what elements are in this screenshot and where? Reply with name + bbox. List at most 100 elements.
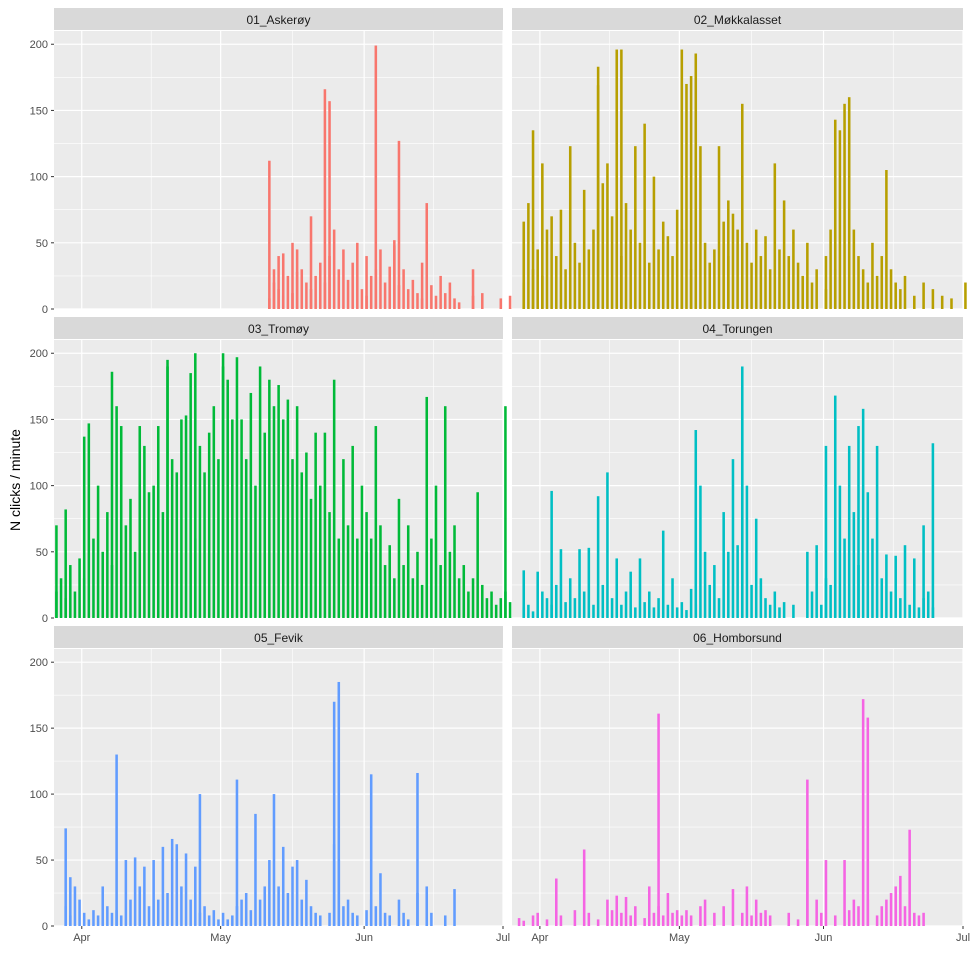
bar — [694, 604, 698, 618]
bar — [129, 899, 132, 926]
bar — [286, 275, 290, 309]
bar — [101, 886, 104, 926]
bar — [638, 242, 642, 309]
bar — [161, 846, 165, 926]
bar — [522, 920, 526, 926]
bar — [852, 899, 856, 926]
bar — [226, 919, 229, 926]
bar — [212, 406, 216, 618]
bar — [92, 910, 95, 926]
bar — [620, 256, 623, 309]
bar — [847, 97, 851, 309]
bar — [281, 295, 285, 309]
bar — [666, 236, 670, 309]
bar — [699, 146, 702, 309]
bar — [499, 598, 503, 618]
bar — [115, 754, 118, 926]
bar — [268, 298, 271, 309]
bar — [471, 269, 475, 309]
bar — [894, 555, 897, 618]
bar — [713, 249, 716, 309]
bar — [871, 538, 874, 618]
bar — [824, 860, 828, 926]
bar — [295, 860, 299, 926]
bar — [175, 844, 179, 926]
bar — [675, 910, 679, 926]
bar — [342, 906, 345, 926]
bar — [221, 912, 225, 926]
bar — [647, 591, 651, 618]
bar — [337, 860, 341, 926]
bar — [685, 910, 688, 926]
bar — [717, 146, 721, 309]
bar — [750, 262, 753, 309]
bar — [499, 298, 503, 309]
bar — [722, 512, 725, 618]
bar — [342, 249, 345, 309]
bar — [680, 602, 684, 618]
bar — [680, 49, 684, 310]
bar — [291, 459, 294, 618]
bar — [894, 886, 897, 926]
bar — [240, 899, 243, 926]
bar — [764, 236, 767, 309]
bar — [564, 602, 567, 618]
bar — [82, 436, 86, 618]
bar — [379, 873, 382, 926]
bar — [703, 551, 707, 618]
bar — [885, 899, 888, 926]
bar — [643, 123, 646, 310]
bar — [531, 130, 535, 309]
bar — [369, 774, 373, 926]
bar — [110, 565, 114, 618]
y-tick-label: 100 — [30, 789, 48, 801]
bar — [217, 919, 220, 926]
bar — [332, 701, 336, 926]
bar — [536, 571, 539, 618]
panel-strip — [512, 626, 963, 648]
bar — [899, 289, 902, 309]
bar — [319, 485, 322, 618]
bar — [634, 906, 637, 926]
bar — [833, 915, 837, 926]
bar — [309, 906, 313, 926]
bar — [782, 200, 786, 309]
bar — [59, 578, 63, 618]
bar — [281, 846, 285, 926]
bar — [64, 906, 67, 926]
bar — [481, 293, 484, 309]
panel-strip — [54, 317, 503, 339]
bar — [369, 899, 373, 926]
bar — [587, 912, 591, 926]
bar — [453, 298, 456, 309]
bar — [875, 915, 879, 926]
bar — [922, 598, 925, 618]
bar — [620, 49, 623, 310]
bar — [383, 912, 387, 926]
bar — [198, 794, 202, 926]
panel-03-trom-y: 03_Tromøy 0 50 100 150 200 — [30, 317, 553, 625]
bar — [346, 899, 350, 926]
bar — [397, 899, 401, 926]
bar — [824, 289, 828, 309]
bar — [857, 565, 860, 618]
bar — [194, 353, 197, 618]
bar — [694, 430, 698, 618]
bar — [319, 915, 322, 926]
bar — [203, 472, 206, 618]
bar — [226, 379, 229, 618]
bar — [235, 906, 239, 926]
bar — [750, 915, 753, 926]
bar — [541, 163, 544, 309]
bar — [425, 203, 429, 309]
bar — [582, 591, 586, 618]
bar — [610, 216, 614, 309]
bar — [559, 915, 563, 926]
bar — [592, 604, 595, 618]
bar — [295, 406, 299, 618]
bar — [601, 183, 605, 309]
bar — [416, 772, 419, 926]
bar — [314, 275, 317, 309]
bar — [457, 578, 461, 618]
bar — [402, 565, 405, 618]
